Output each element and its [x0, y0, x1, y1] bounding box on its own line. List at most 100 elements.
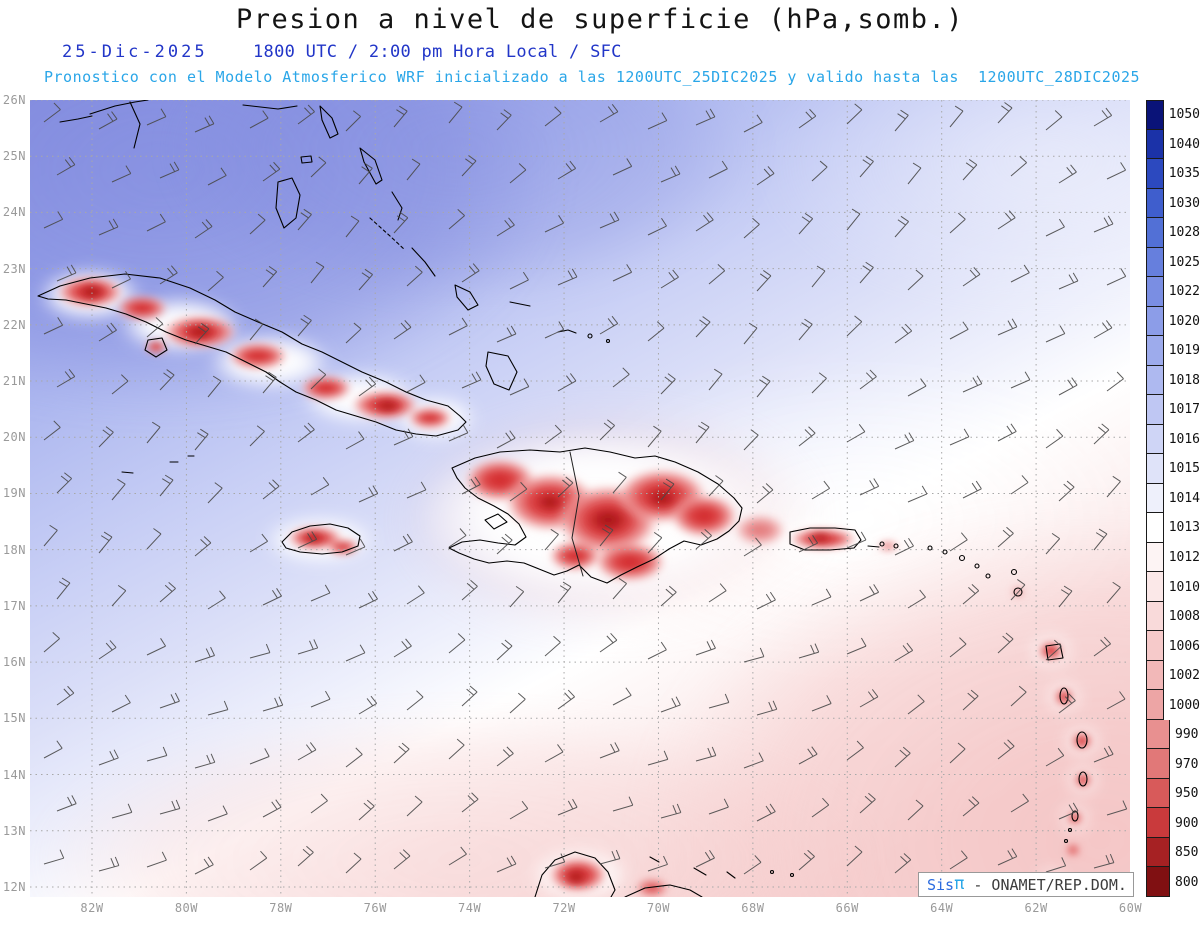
colorbar-swatch — [1146, 218, 1164, 248]
lon-tick-74W: 74W — [458, 901, 482, 915]
wind-barb-icon — [949, 212, 966, 234]
wind-barb-icon — [695, 421, 710, 444]
wind-barb-icon — [907, 799, 924, 821]
wind-barb-icon — [448, 846, 467, 866]
wind-barb-icon — [111, 270, 131, 289]
virgin-island — [893, 543, 899, 549]
wind-barb-icon — [743, 752, 764, 769]
wind-barb-icon — [496, 533, 513, 555]
wind-barb-icon — [194, 753, 216, 769]
colorbar-swatch — [1146, 542, 1164, 573]
colorbar-row-1030: 1030 — [1146, 188, 1200, 219]
eleuthera-coastline — [359, 147, 383, 185]
wind-barb-icon — [846, 845, 863, 867]
cayman-islands — [121, 455, 195, 474]
wind-barb-icon — [647, 750, 669, 766]
wind-barb-icon — [907, 269, 924, 291]
wind-barb-icon — [846, 531, 867, 549]
wind-barb-icon — [708, 264, 726, 285]
wind-barb-icon — [1010, 793, 1029, 813]
wind-barb-icon — [297, 639, 319, 655]
colorbar-row-1028: 1028 — [1146, 218, 1200, 248]
wind-barb-icon — [907, 485, 928, 503]
lat-tick-25N: 25N — [2, 149, 26, 164]
wind-barb-icon — [743, 217, 760, 239]
wind-barb-icon — [544, 853, 566, 869]
wind-barb-icon — [949, 637, 967, 658]
wind-barb-icon — [557, 476, 574, 498]
wind-barb-icon — [695, 528, 712, 550]
wind-barb-icon — [98, 426, 114, 448]
lon-tick-68W: 68W — [741, 901, 765, 915]
wind-barb-icon — [907, 162, 922, 185]
wind-barb-icon — [599, 315, 619, 335]
wind-barb-icon — [393, 742, 410, 764]
valid-time: 1800 UTC / 2:00 pm Hora Local / SFC — [253, 42, 622, 62]
colorbar-row-1020: 1020 — [1146, 306, 1200, 337]
wind-barb-icon — [406, 265, 423, 287]
island-heat-lows — [38, 269, 1099, 897]
wind-barb-icon — [612, 264, 633, 282]
wind-barb-icon — [557, 581, 572, 604]
wind-barb-icon — [43, 102, 61, 123]
isla-juventud-coastline — [144, 337, 168, 358]
wind-barb-icon — [647, 531, 663, 554]
wind-barb-icon — [159, 161, 180, 179]
colorbar-row-1019: 1019 — [1146, 336, 1200, 366]
wind-barb-icon — [194, 536, 212, 557]
wind-barb-icon — [997, 318, 1018, 336]
wind-barb-icon — [743, 537, 762, 557]
florida-keys-coastline — [59, 115, 93, 123]
wind-barb-icon — [1010, 264, 1030, 283]
wind-barb-icon — [509, 378, 530, 396]
colorbar-swatch — [1146, 247, 1164, 278]
wind-barb-icon — [43, 524, 58, 547]
lat-tick-17N: 17N — [2, 598, 26, 613]
abaco-coastline — [319, 105, 339, 139]
st-vincent-island — [1071, 810, 1079, 822]
wind-barb-icon — [1106, 162, 1127, 180]
colorbar-label: 850 — [1175, 845, 1199, 861]
wind-barb-icon — [1010, 371, 1031, 389]
colorbar-row-950: 950 — [1146, 778, 1200, 809]
wind-barb-icon — [297, 422, 315, 443]
antigua-island — [1013, 587, 1023, 597]
wind-barb-icon — [358, 376, 377, 397]
wind-barb-icon — [647, 217, 667, 236]
wind-barb-icon — [98, 640, 117, 660]
dominica-island — [1059, 687, 1069, 705]
wind-barb-icon — [695, 849, 715, 868]
wind-barb-icon — [393, 428, 414, 446]
wind-barb-icon — [310, 690, 331, 708]
colorbar-label: 1008 — [1168, 609, 1200, 625]
wind-barb-icon — [859, 155, 874, 178]
wind-barb-icon — [743, 429, 759, 451]
wind-barb-icon — [743, 647, 765, 663]
wind-barb-icon — [859, 792, 876, 814]
turks-island — [587, 333, 593, 339]
wind-barb-icon — [310, 368, 327, 390]
wind-barb-icon — [1045, 110, 1063, 131]
wind-barb-icon — [496, 217, 515, 237]
wind-barb-icon — [1093, 423, 1110, 445]
wind-barb-icon — [557, 268, 578, 286]
wind-barb-icon — [43, 317, 64, 335]
wind-barb-icon — [406, 690, 424, 711]
lon-tick-82W: 82W — [80, 901, 104, 915]
wind-barb-icon — [496, 746, 514, 767]
wind-barb-icon — [1010, 579, 1026, 601]
wind-barb-icon — [496, 109, 512, 131]
wind-barb-icon — [1010, 155, 1027, 177]
colorbar-label: 1012 — [1168, 549, 1200, 565]
wind-barb-icon — [297, 742, 317, 761]
wind-barb-icon — [509, 692, 526, 714]
wind-barb-icon — [846, 637, 867, 655]
wind-barb-icon — [660, 373, 676, 395]
wind-barb-icon — [695, 212, 714, 232]
wind-barb-icon — [509, 800, 529, 820]
colorbar-label: 1018 — [1168, 372, 1200, 388]
colorbar-label: 1028 — [1168, 225, 1200, 241]
wind-barb-icon — [1093, 853, 1115, 869]
wind-barb-icon — [1045, 325, 1066, 343]
wind-barb-icon — [811, 797, 830, 818]
